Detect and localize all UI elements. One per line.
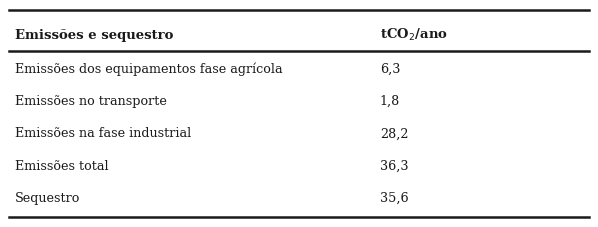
Text: tCO$_2$/ano: tCO$_2$/ano [380, 27, 448, 43]
Text: Emissões dos equipamentos fase agrícola: Emissões dos equipamentos fase agrícola [15, 63, 283, 76]
Text: Emissões e sequestro: Emissões e sequestro [15, 29, 173, 42]
Text: 35,6: 35,6 [380, 192, 408, 205]
Text: 36,3: 36,3 [380, 160, 408, 173]
Text: Emissões na fase industrial: Emissões na fase industrial [15, 127, 191, 141]
Text: 28,2: 28,2 [380, 127, 408, 141]
Text: Emissões no transporte: Emissões no transporte [15, 95, 167, 108]
Text: Sequestro: Sequestro [15, 192, 80, 205]
Text: 6,3: 6,3 [380, 63, 400, 76]
Text: 1,8: 1,8 [380, 95, 400, 108]
Text: Emissões total: Emissões total [15, 160, 109, 173]
